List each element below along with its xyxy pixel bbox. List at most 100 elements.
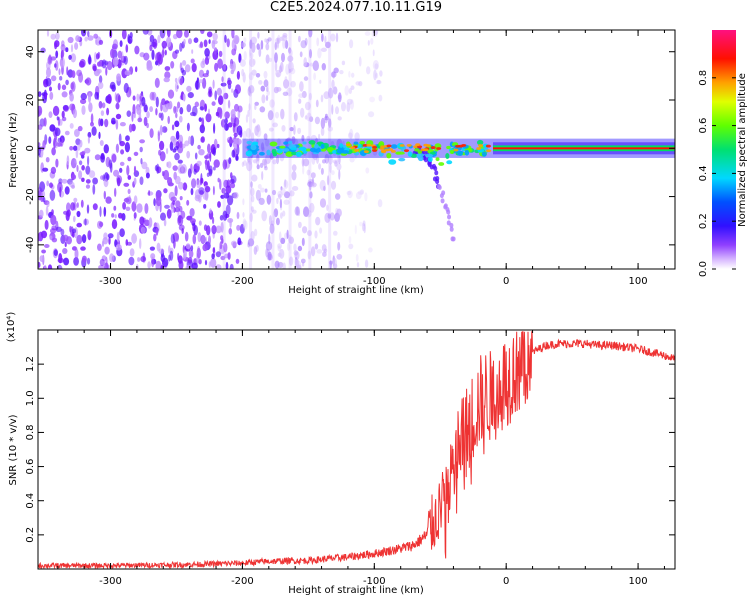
spectral-noise-cell	[198, 79, 204, 84]
spectral-noise-cell	[70, 44, 74, 53]
spectral-noise-cell	[87, 230, 92, 241]
signal-peak-cell	[366, 143, 372, 147]
spectral-noise-cell	[326, 204, 329, 211]
spectral-tail-cell	[451, 236, 456, 242]
spectral-noise-cell	[188, 136, 192, 145]
spectral-noise-cell	[47, 264, 53, 269]
spectral-noise-cell	[212, 79, 215, 89]
spectral-noise-cell	[289, 49, 293, 57]
signal-peak-cell	[476, 147, 482, 150]
spectral-noise-cell	[217, 58, 224, 69]
spectral-noise-cell	[337, 241, 341, 251]
spectral-noise-cell	[161, 49, 165, 58]
spectral-noise-cell	[161, 40, 167, 49]
spectral-noise-cell	[59, 186, 62, 198]
spectral-noise-cell	[39, 209, 44, 218]
spectral-noise-cell	[167, 161, 172, 169]
spectral-noise-cell	[153, 233, 157, 242]
spectral-noise-cell	[330, 33, 336, 42]
spectral-noise-cell	[226, 179, 231, 188]
spectral-noise-cell	[65, 47, 69, 53]
spectral-noise-cell	[169, 141, 174, 151]
spectral-noise-cell	[314, 116, 320, 125]
spectral-noise-cell	[260, 40, 264, 50]
spectral-noise-cell	[48, 136, 52, 144]
spectral-noise-cell	[231, 39, 236, 50]
spectral-noise-cell	[253, 228, 258, 237]
spectral-noise-cell	[316, 37, 320, 47]
spectral-noise-cell	[149, 34, 155, 43]
spectral-noise-cell	[305, 209, 312, 218]
spectral-noise-cell	[179, 115, 183, 123]
spectral-noise-cell	[194, 152, 198, 160]
spectral-noise-cell	[200, 60, 206, 69]
spectral-noise-cell	[306, 112, 312, 122]
spectral-noise-cell	[349, 156, 355, 163]
spectral-noise-cell	[44, 219, 49, 230]
spectral-noise-cell	[162, 257, 169, 268]
spectral-noise-cell	[288, 68, 291, 74]
spectral-noise-cell	[216, 143, 220, 149]
spectral-noise-cell	[181, 69, 187, 76]
spectral-noise-cell	[227, 139, 234, 144]
spectral-noise-cell	[194, 101, 199, 108]
spectral-noise-cell	[101, 240, 105, 247]
spectral-noise-cell	[164, 49, 167, 56]
signal-trace-cell	[246, 140, 253, 145]
spectral-noise-cell	[100, 110, 105, 116]
spectral-noise-cell	[133, 151, 139, 156]
spectral-noise-cell	[183, 38, 186, 45]
spectral-noise-cell	[201, 117, 205, 128]
spectral-noise-cell	[233, 132, 238, 138]
signal-trace-cell	[417, 150, 423, 154]
spectral-noise-cell	[116, 231, 120, 243]
spectral-noise-cell	[276, 87, 282, 92]
spectral-noise-cell	[149, 106, 154, 113]
signal-trace-cell	[302, 141, 307, 145]
spectral-noise-cell	[356, 262, 360, 268]
spectral-noise-cell	[81, 165, 85, 171]
spectral-noise-cell	[105, 256, 108, 267]
spectral-noise-cell	[197, 232, 202, 243]
spectral-noise-cell	[211, 101, 216, 106]
spectral-noise-cell	[364, 192, 368, 202]
spectral-noise-cell	[155, 260, 162, 269]
signal-trace-cell	[407, 151, 413, 157]
spectral-noise-cell	[106, 173, 110, 181]
spectral-noise-cell	[218, 50, 223, 58]
spectral-noise-cell	[186, 122, 190, 132]
spectral-noise-cell	[296, 206, 299, 216]
spectral-noise-cell	[87, 35, 94, 41]
spectral-noise-cell	[320, 94, 324, 103]
spectral-noise-cell	[94, 154, 101, 161]
spectral-noise-cell	[323, 91, 330, 100]
spectral-noise-cell	[333, 258, 337, 269]
spectral-noise-cell	[42, 197, 46, 203]
spectral-noise-cell	[98, 39, 104, 45]
spectral-noise-cell	[41, 249, 46, 254]
spectral-noise-cell	[200, 234, 206, 245]
spectral-noise-cell	[279, 198, 282, 209]
spectral-noise-cell	[290, 80, 296, 88]
spectral-noise-cell	[80, 199, 84, 208]
spectral-noise-cell	[51, 237, 58, 243]
spectral-noise-cell	[55, 226, 62, 232]
signal-peak-cell	[363, 150, 369, 154]
spectral-noise-cell	[281, 52, 285, 63]
spectral-noise-cell	[242, 160, 247, 167]
spectral-noise-cell	[179, 141, 183, 149]
spectral-noise-cell	[379, 70, 383, 77]
spectral-noise-cell	[185, 243, 191, 250]
signal-trace-cell	[320, 148, 327, 152]
spectral-noise-cell	[263, 133, 268, 141]
spectral-noise-cell	[316, 249, 323, 254]
spectral-noise-cell	[300, 40, 307, 49]
spectral-noise-cell	[125, 135, 130, 142]
spectral-noise-cell	[77, 144, 81, 151]
spectral-noise-cell	[111, 219, 118, 230]
spectral-noise-cell	[87, 131, 92, 138]
spectral-noise-cell	[235, 258, 240, 264]
spectral-noise-cell	[301, 262, 305, 267]
spectral-noise-cell	[229, 63, 234, 70]
spectral-noise-cell	[291, 186, 299, 191]
